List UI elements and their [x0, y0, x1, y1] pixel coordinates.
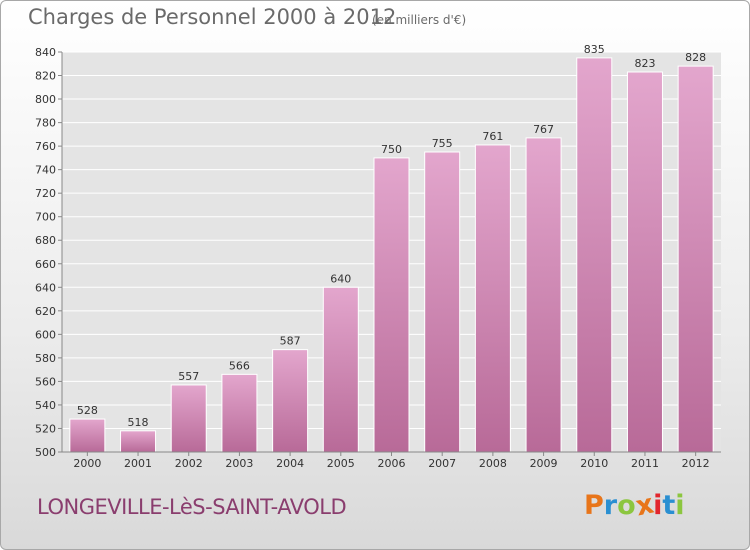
logo-letter: i: [653, 490, 663, 521]
y-tick-label: 680: [35, 234, 56, 247]
chart-title: Charges de Personnel 2000 à 2012: [28, 5, 397, 29]
y-tick-label: 620: [35, 305, 56, 318]
y-tick-label: 600: [35, 328, 56, 341]
y-tick-label: 720: [35, 187, 56, 200]
bar-2012: [677, 65, 714, 453]
logo-letter: r: [603, 490, 618, 521]
x-tick-label-2003: 2003: [225, 457, 253, 470]
x-tick-label-2009: 2009: [530, 457, 558, 470]
x-tick-label-2007: 2007: [428, 457, 456, 470]
bar-2002: [170, 384, 207, 453]
y-tick-label: 800: [35, 93, 56, 106]
bar-2008: [474, 144, 511, 453]
x-tick-label-2001: 2001: [124, 457, 152, 470]
y-tick-label: 520: [35, 422, 56, 435]
bar-2010: [576, 57, 613, 453]
y-tick-label: 840: [35, 46, 56, 59]
data-label-2000: 528: [77, 404, 98, 417]
x-tick-label-2010: 2010: [580, 457, 608, 470]
bar-2009: [525, 137, 562, 453]
bar-2000: [69, 418, 106, 453]
data-label-2002: 557: [178, 370, 199, 383]
x-tick-label-2002: 2002: [175, 457, 203, 470]
bar-2007: [424, 151, 461, 453]
logo-letter: o: [617, 490, 636, 521]
data-label-2012: 828: [685, 51, 706, 64]
logo-letter: i: [675, 490, 685, 521]
x-tick-label-2008: 2008: [479, 457, 507, 470]
bar-2001: [120, 430, 157, 453]
y-tick-label: 640: [35, 281, 56, 294]
bar-2011: [626, 71, 663, 453]
y-tick-label: 540: [35, 399, 56, 412]
y-tick-label: 820: [35, 70, 56, 83]
data-label-2003: 566: [229, 359, 250, 372]
logo-letter: t: [662, 490, 676, 521]
logo-letter: P: [584, 490, 604, 521]
bar-2006: [373, 157, 410, 453]
data-label-2007: 755: [432, 137, 453, 150]
y-tick-label: 660: [35, 258, 56, 271]
data-label-2004: 587: [280, 335, 301, 348]
y-tick-label: 500: [35, 446, 56, 459]
bar-2003: [221, 373, 258, 453]
x-tick-label-2011: 2011: [631, 457, 659, 470]
data-label-2006: 750: [381, 143, 402, 156]
data-label-2010: 835: [584, 43, 605, 56]
proxiti-logo[interactable]: Proxiti: [584, 489, 685, 523]
y-tick-label: 580: [35, 352, 56, 365]
bar-2005: [322, 286, 359, 453]
x-tick-label-2004: 2004: [276, 457, 304, 470]
data-label-2011: 823: [634, 57, 655, 70]
x-tick-label-2000: 2000: [73, 457, 101, 470]
x-tick-label-2006: 2006: [378, 457, 406, 470]
commune-name: LONGEVILLE-LèS-SAINT-AVOLD: [37, 495, 347, 519]
y-tick-label: 700: [35, 211, 56, 224]
x-tick-label-2012: 2012: [682, 457, 710, 470]
x-tick-label-2005: 2005: [327, 457, 355, 470]
bar-2004: [272, 349, 309, 453]
data-label-2005: 640: [330, 272, 351, 285]
y-tick-label: 760: [35, 140, 56, 153]
y-tick-label: 560: [35, 375, 56, 388]
data-label-2008: 761: [482, 130, 503, 143]
data-label-2001: 518: [128, 416, 149, 429]
y-tick-label: 780: [35, 117, 56, 130]
data-label-2009: 767: [533, 123, 554, 136]
y-tick-label: 740: [35, 164, 56, 177]
chart-unit-note: (en milliers d'€): [372, 13, 467, 27]
